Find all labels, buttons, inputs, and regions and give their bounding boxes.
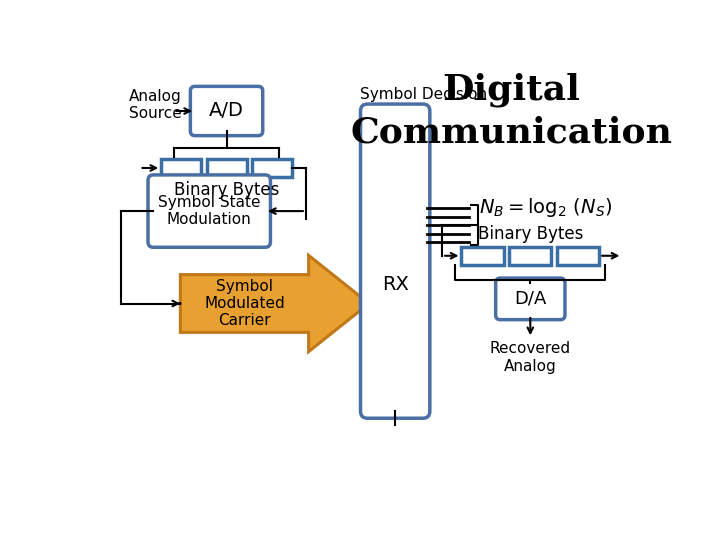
Text: Digital
Communication: Digital Communication	[351, 72, 672, 149]
Text: RX: RX	[382, 275, 409, 294]
Text: A/D: A/D	[209, 102, 244, 120]
Bar	[462, 247, 504, 265]
Text: Recovered
Analog: Recovered Analog	[490, 341, 571, 374]
Bar	[207, 159, 246, 177]
FancyBboxPatch shape	[190, 86, 263, 136]
Text: Symbol Decision: Symbol Decision	[360, 87, 487, 102]
Bar	[509, 247, 552, 265]
Text: Symbol State
Modulation: Symbol State Modulation	[158, 195, 261, 227]
Text: $N_B = \log_2\,(N_S)$: $N_B = \log_2\,(N_S)$	[480, 195, 613, 219]
Text: Binary Bytes: Binary Bytes	[477, 225, 583, 242]
FancyBboxPatch shape	[361, 104, 430, 418]
Polygon shape	[180, 255, 369, 352]
FancyBboxPatch shape	[495, 278, 565, 320]
Text: Analog
Source: Analog Source	[129, 89, 181, 121]
Bar	[161, 159, 201, 177]
Bar	[557, 247, 599, 265]
Bar	[252, 159, 292, 177]
Text: D/A: D/A	[514, 290, 546, 308]
Text: Binary Bytes: Binary Bytes	[174, 181, 279, 199]
Text: Symbol
Modulated
Carrier: Symbol Modulated Carrier	[204, 279, 285, 328]
FancyBboxPatch shape	[148, 175, 271, 247]
